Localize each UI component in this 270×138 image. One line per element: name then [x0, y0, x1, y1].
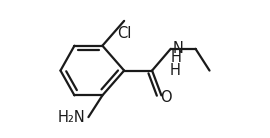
Text: H₂N: H₂N: [58, 110, 85, 125]
Text: Cl: Cl: [117, 26, 131, 41]
Text: O: O: [160, 90, 172, 105]
Text: H: H: [169, 63, 180, 78]
Text: N: N: [172, 41, 183, 56]
Text: H: H: [171, 50, 182, 65]
